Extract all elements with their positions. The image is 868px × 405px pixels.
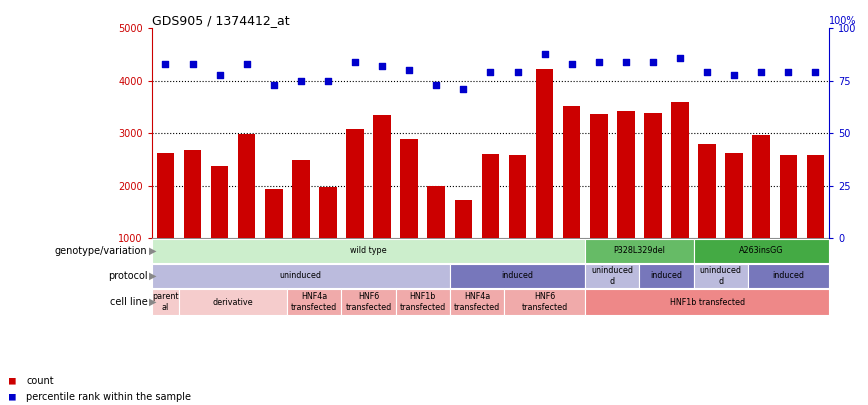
Point [537, 50, 551, 57]
Text: HNF6
transfected: HNF6 transfected [345, 292, 391, 312]
Text: genotype/variation: genotype/variation [55, 246, 148, 256]
Text: HNF1b
transfected: HNF1b transfected [399, 292, 446, 312]
Bar [753, 136, 770, 291]
Point [186, 61, 200, 67]
Text: induced: induced [650, 271, 682, 280]
Point [213, 71, 227, 78]
Bar [396, 289, 450, 315]
Text: HNF6
transfected: HNF6 transfected [522, 292, 568, 312]
Text: wild type: wild type [351, 246, 387, 256]
Bar [341, 289, 396, 315]
Bar [211, 166, 228, 291]
Bar [346, 129, 364, 291]
Point [266, 82, 280, 88]
Point [646, 59, 660, 65]
Point [457, 86, 470, 92]
Bar [644, 113, 661, 291]
Point [321, 78, 335, 84]
Text: HNF4a
transfected: HNF4a transfected [292, 292, 338, 312]
Text: 100%: 100% [829, 16, 857, 26]
Text: HNF4a
transfected: HNF4a transfected [454, 292, 500, 312]
Bar [152, 289, 179, 315]
Text: derivative: derivative [213, 298, 253, 307]
Bar [152, 239, 585, 263]
Bar [450, 289, 504, 315]
Point [754, 69, 768, 76]
Bar [694, 264, 747, 288]
Bar [806, 156, 825, 291]
Text: HNF1b transfected: HNF1b transfected [669, 298, 745, 307]
Point [483, 69, 497, 76]
Bar [671, 102, 689, 291]
Bar [536, 69, 554, 291]
Text: GDS905 / 1374412_at: GDS905 / 1374412_at [152, 14, 290, 27]
Bar [694, 239, 829, 263]
Point [510, 69, 524, 76]
Bar [585, 264, 640, 288]
Text: induced: induced [773, 271, 805, 280]
Point [402, 67, 416, 74]
Bar [726, 153, 743, 291]
Text: protocol: protocol [108, 271, 148, 281]
Point [159, 61, 173, 67]
Bar [265, 189, 283, 291]
Text: percentile rank within the sample: percentile rank within the sample [26, 392, 191, 402]
Bar [184, 150, 201, 291]
Point [565, 61, 579, 67]
Bar [292, 160, 310, 291]
Text: count: count [26, 376, 54, 386]
Text: ▶: ▶ [149, 297, 157, 307]
Bar [287, 289, 341, 315]
Text: uninduced
d: uninduced d [591, 266, 634, 286]
Point [808, 69, 822, 76]
Bar [373, 115, 391, 291]
Bar [590, 114, 608, 291]
Bar [455, 200, 472, 291]
Bar [152, 264, 450, 288]
Text: ■: ■ [9, 392, 16, 402]
Bar [698, 144, 716, 291]
Point [727, 71, 741, 78]
Bar [400, 139, 418, 291]
Bar [156, 153, 174, 291]
Point [348, 59, 362, 65]
Bar [585, 239, 694, 263]
Bar [617, 111, 635, 291]
Point [375, 63, 389, 69]
Point [700, 69, 714, 76]
Text: uninduced
d: uninduced d [700, 266, 741, 286]
Text: cell line: cell line [110, 297, 148, 307]
Text: ▶: ▶ [149, 271, 157, 281]
Text: ▶: ▶ [149, 246, 157, 256]
Text: P328L329del: P328L329del [614, 246, 665, 256]
Bar [482, 154, 499, 291]
Text: ■: ■ [9, 376, 16, 386]
Bar [450, 264, 585, 288]
Point [240, 61, 253, 67]
Text: A263insGG: A263insGG [739, 246, 784, 256]
Bar [238, 134, 255, 291]
Bar [562, 106, 581, 291]
Text: uninduced: uninduced [279, 271, 322, 280]
Point [673, 55, 687, 61]
Point [294, 78, 308, 84]
Point [592, 59, 606, 65]
Bar [585, 289, 829, 315]
Bar [504, 289, 585, 315]
Point [619, 59, 633, 65]
Text: induced: induced [502, 271, 534, 280]
Bar [319, 187, 337, 291]
Point [430, 82, 444, 88]
Point [781, 69, 795, 76]
Bar [179, 289, 287, 315]
Bar [509, 155, 526, 291]
Bar [747, 264, 829, 288]
Bar [427, 186, 445, 291]
Bar [640, 264, 694, 288]
Text: parent
al: parent al [152, 292, 179, 312]
Bar [779, 156, 797, 291]
